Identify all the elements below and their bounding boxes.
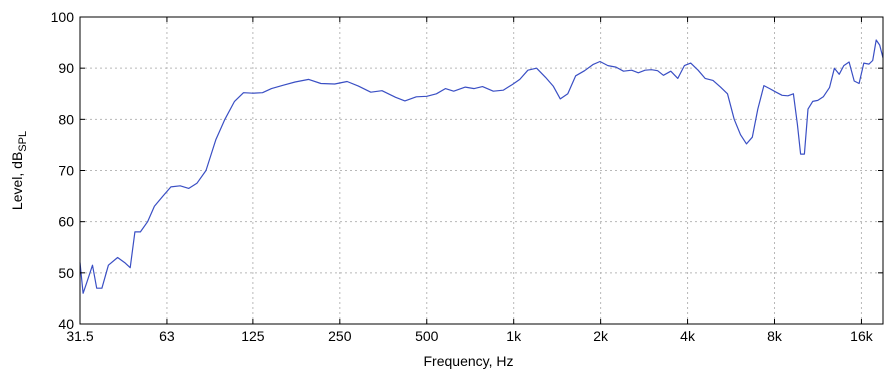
x-tick-label: 250 (328, 328, 352, 344)
x-tick-label: 16k (850, 328, 874, 344)
y-tick-label: 90 (58, 60, 74, 76)
x-tick-label: 63 (159, 328, 175, 344)
series-line (79, 39, 884, 294)
y-tick-label: 100 (51, 9, 75, 25)
x-tick-labels: 31.5 63 125 250 500 1k 2k 4k 8k 16k (66, 328, 873, 344)
y-axis-label: Level, dBSPL (9, 131, 29, 210)
axis-ticks (79, 16, 883, 325)
x-tick-label: 8k (767, 328, 783, 344)
y-tick-label: 50 (58, 265, 74, 281)
y-tick-label: 80 (58, 111, 74, 127)
y-axis-label-subscript: SPL (17, 131, 29, 152)
y-axis-label-main: Level, dB (9, 152, 25, 210)
y-tick-label: 60 (58, 214, 74, 230)
x-tick-label: 2k (593, 328, 609, 344)
x-tick-label: 31.5 (66, 328, 93, 344)
x-axis-label: Frequency, Hz (424, 353, 514, 369)
x-tick-label: 1k (506, 328, 522, 344)
series-layer (79, 39, 884, 294)
y-tick-labels: 40 50 60 70 80 90 100 (51, 9, 75, 332)
y-tick-label: 70 (58, 163, 74, 179)
grid-lines (80, 17, 883, 324)
x-tick-label: 4k (680, 328, 696, 344)
x-tick-label: 500 (415, 328, 439, 344)
x-tick-label: 125 (241, 328, 265, 344)
y-tick-label: 40 (58, 316, 74, 332)
